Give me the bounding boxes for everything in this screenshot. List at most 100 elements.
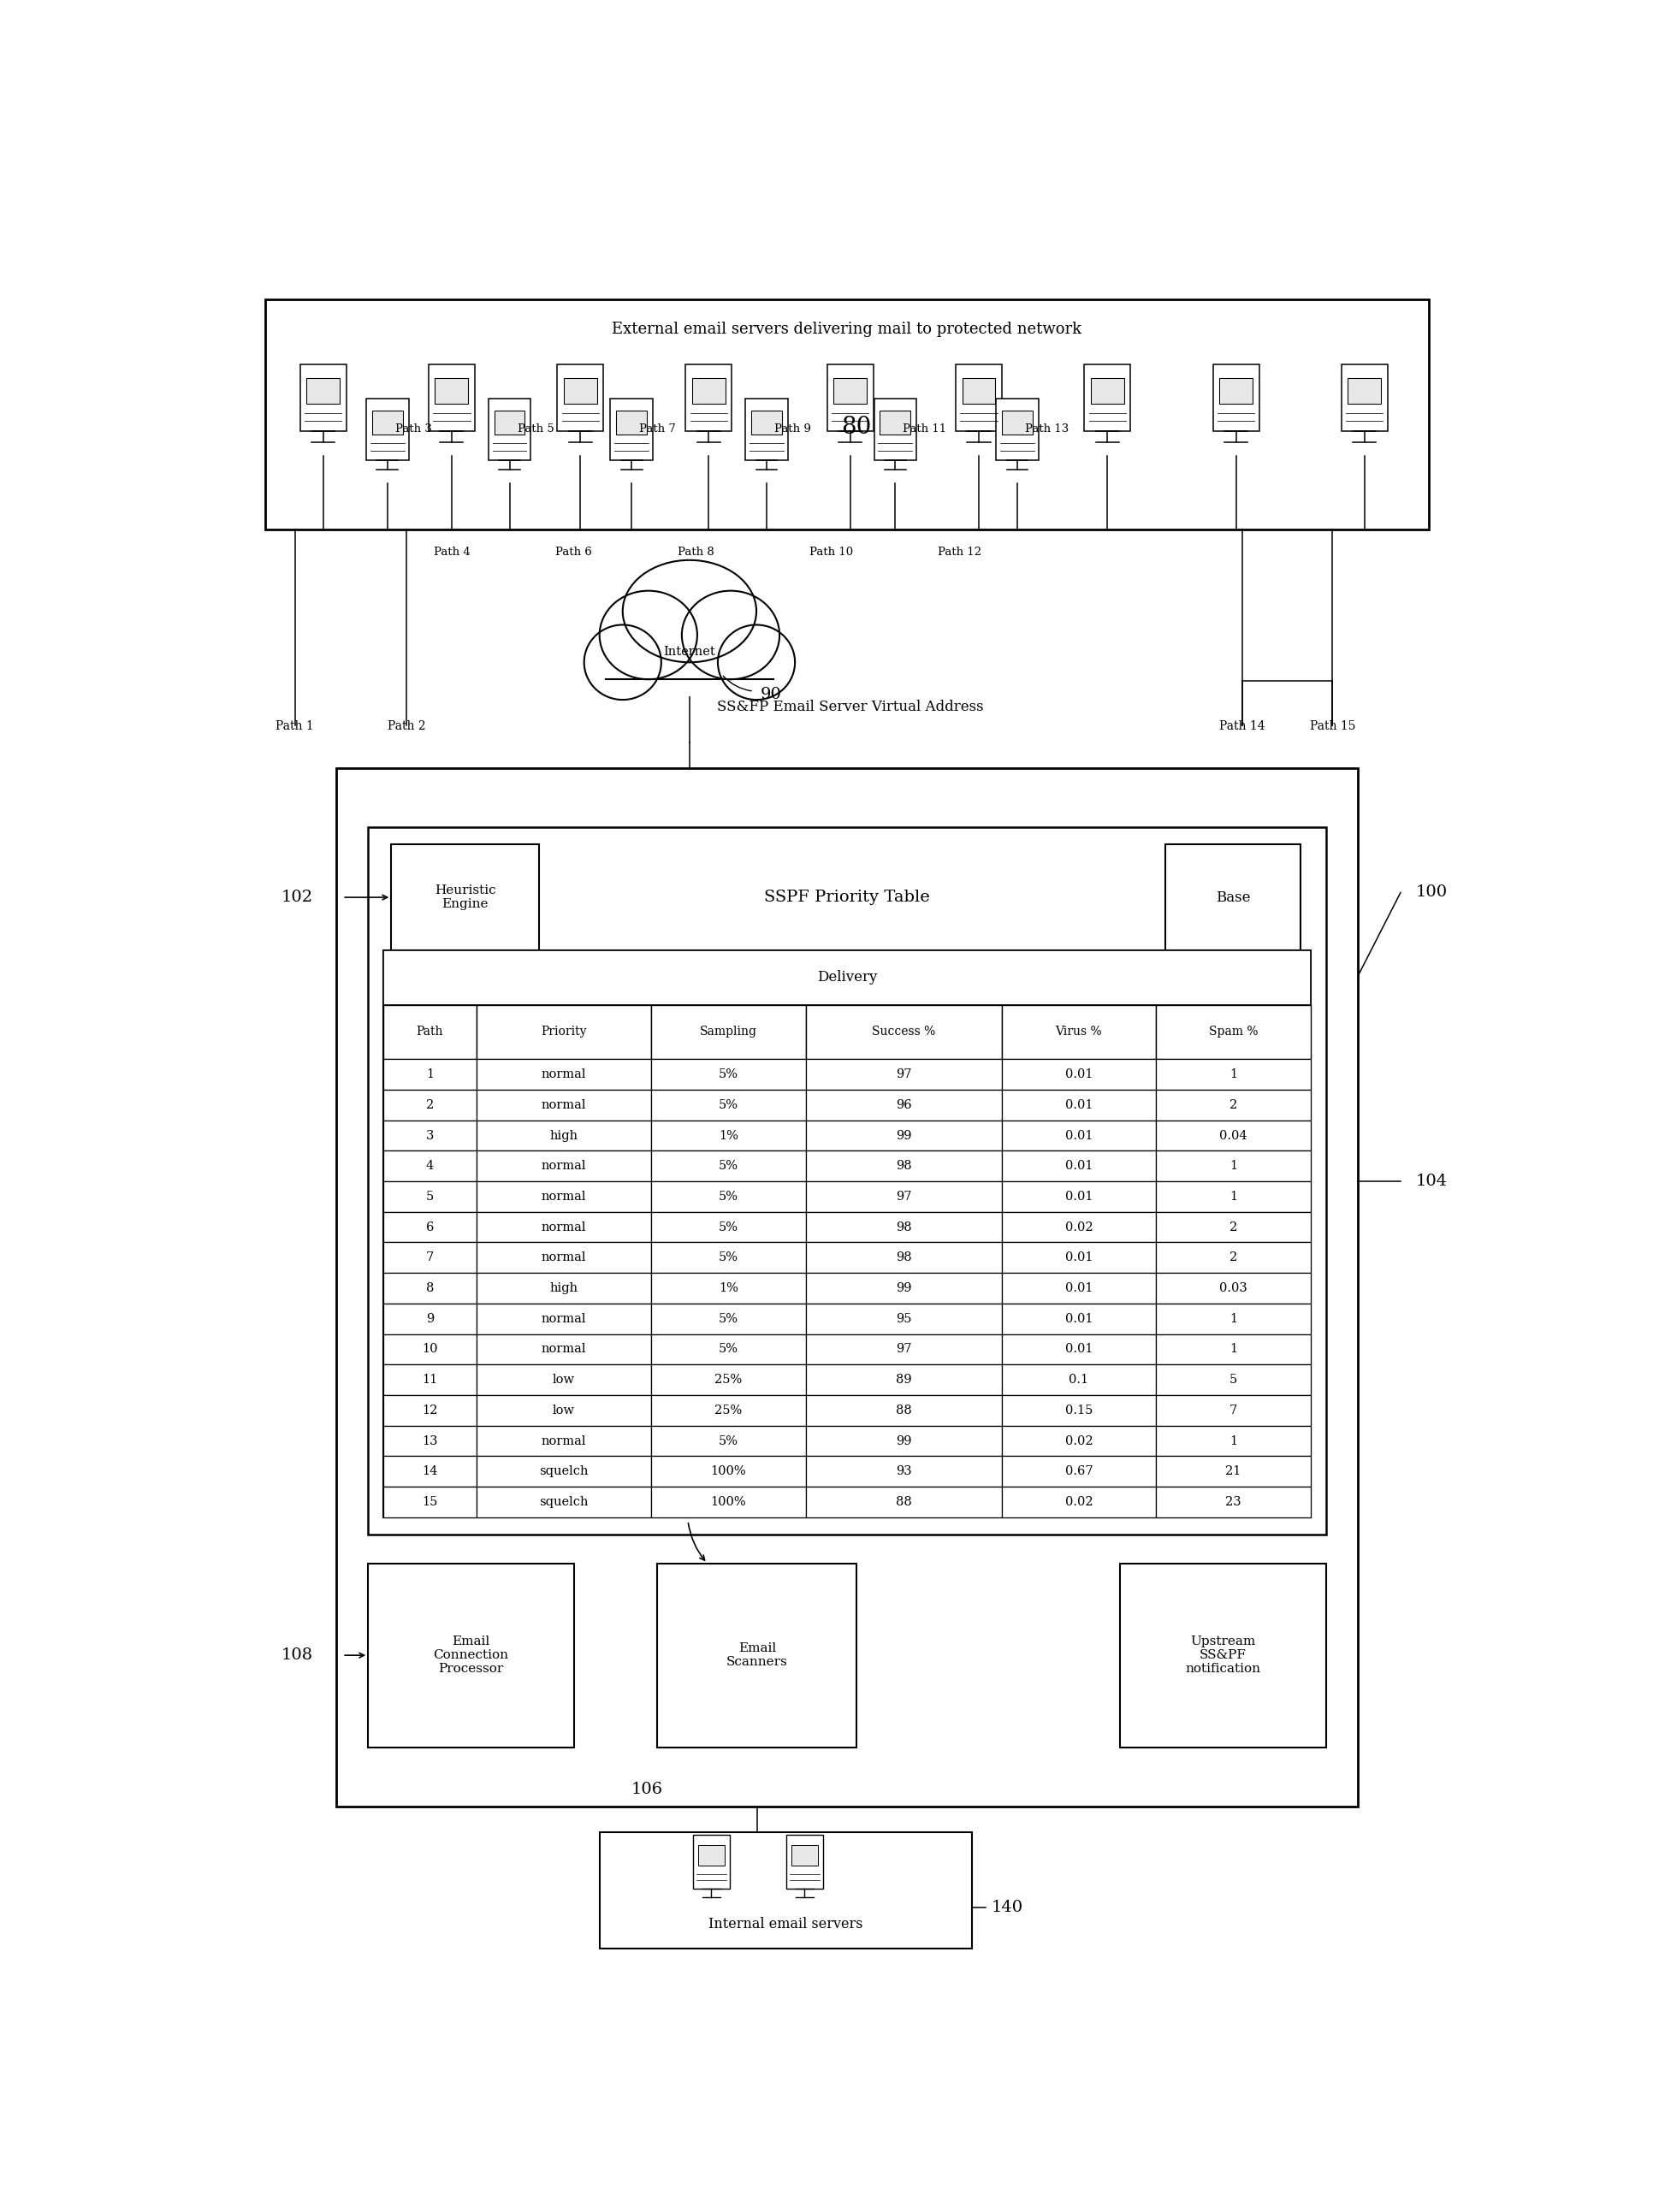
- Ellipse shape: [584, 624, 662, 699]
- FancyBboxPatch shape: [806, 1396, 1002, 1427]
- Text: 0.01: 0.01: [1065, 1159, 1093, 1172]
- FancyBboxPatch shape: [652, 1334, 806, 1365]
- Text: Path 7: Path 7: [639, 422, 677, 434]
- Text: 0.02: 0.02: [1065, 1436, 1093, 1447]
- FancyBboxPatch shape: [1156, 1091, 1311, 1119]
- Text: Success %: Success %: [873, 1026, 936, 1037]
- Text: 5%: 5%: [718, 1221, 738, 1232]
- Text: 96: 96: [896, 1099, 912, 1110]
- FancyBboxPatch shape: [1156, 1272, 1311, 1303]
- Text: 95: 95: [896, 1312, 911, 1325]
- Text: 0.01: 0.01: [1065, 1252, 1093, 1263]
- Text: Path 5: Path 5: [518, 422, 554, 434]
- FancyBboxPatch shape: [806, 1181, 1002, 1212]
- Text: 88: 88: [896, 1495, 912, 1509]
- FancyBboxPatch shape: [652, 1091, 806, 1119]
- FancyBboxPatch shape: [383, 1396, 476, 1427]
- FancyBboxPatch shape: [383, 1119, 476, 1150]
- FancyBboxPatch shape: [383, 1486, 476, 1517]
- FancyBboxPatch shape: [368, 827, 1326, 1535]
- FancyBboxPatch shape: [494, 411, 524, 434]
- FancyBboxPatch shape: [383, 1303, 476, 1334]
- Text: 1%: 1%: [718, 1130, 738, 1141]
- FancyBboxPatch shape: [1165, 845, 1301, 951]
- Text: 98: 98: [896, 1159, 912, 1172]
- Text: 104: 104: [1417, 1172, 1448, 1188]
- FancyBboxPatch shape: [1156, 1455, 1311, 1486]
- FancyBboxPatch shape: [383, 1427, 476, 1455]
- Text: 1%: 1%: [718, 1283, 738, 1294]
- Text: 0.1: 0.1: [1068, 1374, 1088, 1387]
- Text: Path 1: Path 1: [275, 721, 314, 732]
- FancyBboxPatch shape: [428, 365, 474, 431]
- Text: 5%: 5%: [718, 1068, 738, 1079]
- Text: 0.01: 0.01: [1065, 1343, 1093, 1356]
- FancyBboxPatch shape: [476, 1004, 652, 1060]
- Text: 2: 2: [1229, 1252, 1238, 1263]
- Ellipse shape: [599, 591, 697, 679]
- FancyBboxPatch shape: [652, 1243, 806, 1272]
- FancyBboxPatch shape: [962, 378, 995, 403]
- FancyBboxPatch shape: [435, 378, 468, 403]
- FancyBboxPatch shape: [383, 1272, 476, 1303]
- FancyBboxPatch shape: [383, 951, 1311, 1004]
- Text: 2: 2: [1229, 1099, 1238, 1110]
- Text: Path 12: Path 12: [937, 546, 982, 557]
- Text: squelch: squelch: [539, 1467, 589, 1478]
- Text: Email
Scanners: Email Scanners: [727, 1641, 788, 1668]
- Text: 93: 93: [896, 1467, 912, 1478]
- FancyBboxPatch shape: [476, 1303, 652, 1334]
- Text: 5%: 5%: [718, 1252, 738, 1263]
- FancyBboxPatch shape: [383, 1004, 476, 1060]
- FancyBboxPatch shape: [828, 365, 873, 431]
- FancyBboxPatch shape: [1156, 1181, 1311, 1212]
- FancyBboxPatch shape: [476, 1455, 652, 1486]
- Text: 1: 1: [1229, 1159, 1238, 1172]
- Text: 90: 90: [760, 688, 781, 703]
- FancyBboxPatch shape: [488, 398, 531, 460]
- FancyBboxPatch shape: [300, 365, 347, 431]
- FancyBboxPatch shape: [476, 1060, 652, 1091]
- FancyBboxPatch shape: [611, 398, 654, 460]
- FancyBboxPatch shape: [786, 1834, 823, 1889]
- FancyBboxPatch shape: [1085, 365, 1130, 431]
- Text: Path 9: Path 9: [775, 422, 811, 434]
- FancyBboxPatch shape: [383, 1150, 476, 1181]
- FancyBboxPatch shape: [476, 1119, 652, 1150]
- Text: 25%: 25%: [715, 1405, 742, 1416]
- FancyBboxPatch shape: [1002, 1212, 1156, 1243]
- FancyBboxPatch shape: [1156, 1243, 1311, 1272]
- Text: 1: 1: [426, 1068, 433, 1079]
- Text: 100%: 100%: [710, 1495, 747, 1509]
- FancyBboxPatch shape: [791, 1845, 818, 1865]
- FancyBboxPatch shape: [1156, 1060, 1311, 1091]
- Text: 0.67: 0.67: [1065, 1467, 1093, 1478]
- Text: Path 3: Path 3: [395, 422, 431, 434]
- FancyBboxPatch shape: [652, 1150, 806, 1181]
- Text: 0.15: 0.15: [1065, 1405, 1093, 1416]
- FancyBboxPatch shape: [874, 398, 916, 460]
- FancyBboxPatch shape: [652, 1212, 806, 1243]
- Text: 23: 23: [1226, 1495, 1241, 1509]
- Text: 5: 5: [426, 1190, 433, 1203]
- Text: Path 2: Path 2: [388, 721, 426, 732]
- Text: 0.02: 0.02: [1065, 1221, 1093, 1232]
- Text: 100%: 100%: [710, 1467, 747, 1478]
- Text: Path: Path: [416, 1026, 443, 1037]
- Text: 2: 2: [426, 1099, 433, 1110]
- FancyBboxPatch shape: [1120, 1564, 1326, 1747]
- FancyBboxPatch shape: [652, 1427, 806, 1455]
- Text: 14: 14: [421, 1467, 438, 1478]
- Text: Path 8: Path 8: [677, 546, 715, 557]
- FancyBboxPatch shape: [652, 1455, 806, 1486]
- Text: Internet: Internet: [664, 646, 715, 657]
- Text: 15: 15: [421, 1495, 438, 1509]
- FancyBboxPatch shape: [383, 1365, 476, 1396]
- FancyBboxPatch shape: [1213, 365, 1259, 431]
- Ellipse shape: [622, 560, 757, 661]
- Text: 0.02: 0.02: [1065, 1495, 1093, 1509]
- FancyBboxPatch shape: [1156, 1303, 1311, 1334]
- FancyBboxPatch shape: [806, 1119, 1002, 1150]
- Text: 99: 99: [896, 1130, 911, 1141]
- FancyBboxPatch shape: [956, 365, 1002, 431]
